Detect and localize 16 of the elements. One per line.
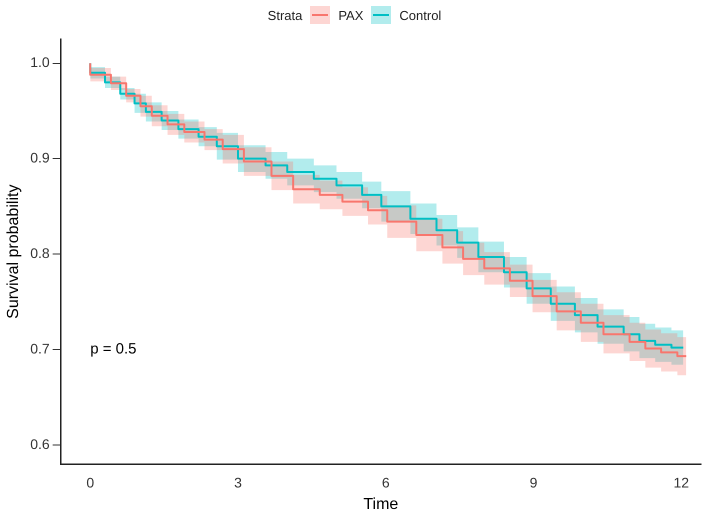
y-tick-label: 0.9 <box>30 150 50 166</box>
y-tick-label: 0.7 <box>30 340 50 356</box>
x-tick-label: 0 <box>86 474 94 490</box>
x-axis-title: Time <box>363 496 398 513</box>
annotation: p = 0.5 <box>90 340 137 358</box>
y-tick-label: 1.0 <box>30 54 50 70</box>
legend-title: Strata <box>268 8 302 22</box>
y-tick-label: 0.6 <box>30 436 50 452</box>
legend-label: Control <box>399 8 442 22</box>
legend-label: PAX <box>338 8 364 22</box>
x-tick-label: 12 <box>674 474 690 490</box>
x-tick-label: 6 <box>382 474 390 490</box>
y-tick-label: 0.8 <box>30 244 50 261</box>
x-tick-label: 3 <box>234 474 242 490</box>
x-tick-label: 9 <box>530 474 538 490</box>
y-axis-title: Survival probability <box>5 184 22 319</box>
